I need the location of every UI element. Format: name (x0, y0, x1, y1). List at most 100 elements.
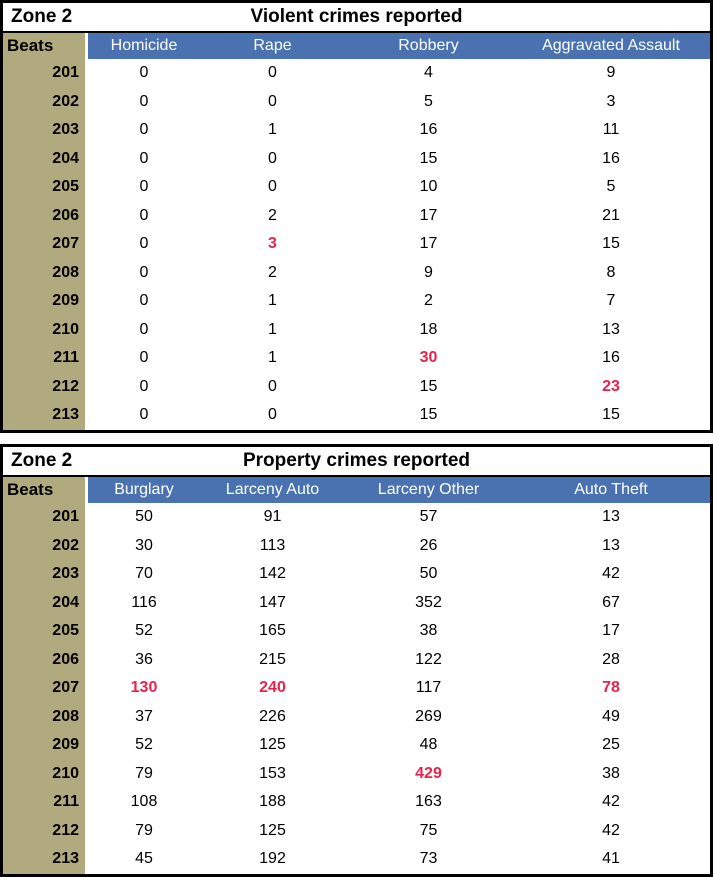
beat-cell: 201 (3, 503, 88, 532)
value-cell: 28 (602, 650, 620, 668)
table-row: 205 0 0 10 5 (3, 173, 710, 202)
property-crimes-table: Zone 2 Property crimes reported Beats Bu… (0, 444, 713, 877)
value-cell: 41 (602, 850, 620, 867)
value-cell: 50 (135, 508, 153, 525)
value-cell: 5 (424, 92, 433, 110)
value-cell: 79 (135, 764, 153, 782)
value-cell: 125 (259, 821, 286, 839)
beat-cell: 205 (3, 617, 88, 646)
value-cell: 2 (268, 206, 277, 224)
value-cell: 17 (419, 235, 438, 252)
value-cell: 13 (602, 536, 620, 554)
property-table-body: 201 50 91 57 13 202 30 113 26 13 203 70 142 50 42 204 11… (3, 503, 710, 874)
value-cell: 36 (135, 650, 153, 668)
value-cell: 0 (268, 64, 277, 81)
value-cell: 13 (602, 508, 620, 525)
table-row: 211 0 1 30 16 (3, 344, 710, 373)
value-cell: 352 (415, 593, 442, 611)
value-cell: 21 (602, 206, 620, 224)
value-cell: 142 (259, 565, 286, 582)
value-cell: 122 (415, 650, 442, 668)
column-header: Homicide (88, 33, 200, 59)
value-cell: 116 (131, 593, 157, 611)
value-cell: 0 (139, 178, 149, 195)
value-cell: 108 (130, 793, 158, 810)
beat-cell: 208 (3, 258, 88, 287)
value-cell: 37 (135, 707, 153, 725)
value-cell: 42 (602, 821, 620, 839)
violent-table-title-row: Zone 2 Violent crimes reported (3, 3, 710, 33)
value-cell: 16 (602, 149, 620, 167)
value-cell: 17 (419, 206, 438, 224)
beat-cell: 205 (3, 173, 88, 202)
value-cell-highlighted: 429 (415, 764, 442, 782)
value-cell: 0 (139, 149, 149, 167)
table-row: 204 116 147 352 67 (3, 588, 710, 617)
beat-cell: 203 (3, 560, 88, 589)
value-cell: 3 (606, 92, 616, 110)
value-cell: 215 (259, 650, 286, 668)
violent-table-body: 201 0 0 4 9 202 0 0 5 3 203 0 1 16 11 204 0 0 15 16 205 0 0 10 5… (3, 59, 710, 430)
value-cell: 15 (419, 377, 438, 395)
value-cell: 52 (135, 736, 153, 753)
table-row: 206 0 2 17 21 (3, 201, 710, 230)
value-cell: 0 (139, 235, 149, 252)
value-cell: 0 (139, 64, 149, 81)
beat-cell: 207 (3, 674, 88, 703)
value-cell: 0 (268, 92, 277, 110)
value-cell: 4 (424, 64, 433, 81)
value-cell: 0 (268, 178, 277, 195)
table-row: 212 79 125 75 42 (3, 816, 710, 845)
value-cell: 153 (259, 764, 286, 782)
value-cell: 16 (419, 121, 438, 138)
zone-label: Zone 2 (11, 6, 73, 27)
table-row: 213 45 192 73 41 (3, 845, 710, 874)
value-cell-highlighted: 240 (259, 679, 286, 696)
value-cell: 0 (139, 349, 149, 366)
beat-cell: 212 (3, 372, 88, 401)
value-cell: 57 (419, 508, 438, 525)
property-table-title-row: Zone 2 Property crimes reported (3, 447, 710, 477)
value-cell: 17 (602, 622, 620, 639)
value-cell: 0 (268, 149, 277, 167)
value-cell: 73 (419, 850, 438, 867)
value-cell: 0 (139, 121, 149, 138)
value-cell: 117 (415, 679, 442, 696)
beat-cell: 202 (3, 531, 88, 560)
value-cell: 226 (259, 707, 286, 725)
beat-cell: 213 (3, 401, 88, 430)
value-cell: 0 (268, 377, 277, 395)
value-cell: 38 (419, 622, 438, 639)
value-cell: 8 (606, 263, 616, 281)
value-cell: 16 (602, 349, 620, 366)
value-cell: 42 (602, 565, 620, 582)
value-cell: 11 (602, 121, 620, 138)
table-row: 207 0 3 17 15 (3, 230, 710, 259)
table-row: 208 37 226 269 49 (3, 702, 710, 731)
value-cell: 9 (424, 263, 433, 281)
beat-cell: 202 (3, 87, 88, 116)
value-cell: 13 (602, 320, 620, 338)
beats-column-header: Beats (3, 477, 88, 503)
value-cell: 1 (268, 121, 277, 138)
value-cell: 75 (419, 821, 438, 839)
value-cell: 0 (139, 320, 149, 338)
beat-cell: 211 (3, 344, 88, 373)
table-row: 202 0 0 5 3 (3, 87, 710, 116)
value-cell-highlighted: 23 (602, 377, 620, 395)
beat-cell: 209 (3, 731, 88, 760)
column-header: Burglary (88, 477, 200, 503)
value-cell: 0 (268, 406, 277, 423)
value-cell-highlighted: 130 (130, 679, 158, 696)
beat-cell: 201 (3, 59, 88, 88)
value-cell: 48 (419, 736, 438, 753)
table-row: 207 130 240 117 78 (3, 674, 710, 703)
value-cell: 67 (602, 593, 620, 611)
table-row: 213 0 0 15 15 (3, 401, 710, 430)
value-cell: 38 (602, 764, 620, 782)
beat-cell: 212 (3, 816, 88, 845)
value-cell: 26 (419, 536, 438, 554)
table-row: 211 108 188 163 42 (3, 788, 710, 817)
table-title: Property crimes reported (242, 450, 471, 471)
value-cell: 1 (268, 349, 277, 366)
